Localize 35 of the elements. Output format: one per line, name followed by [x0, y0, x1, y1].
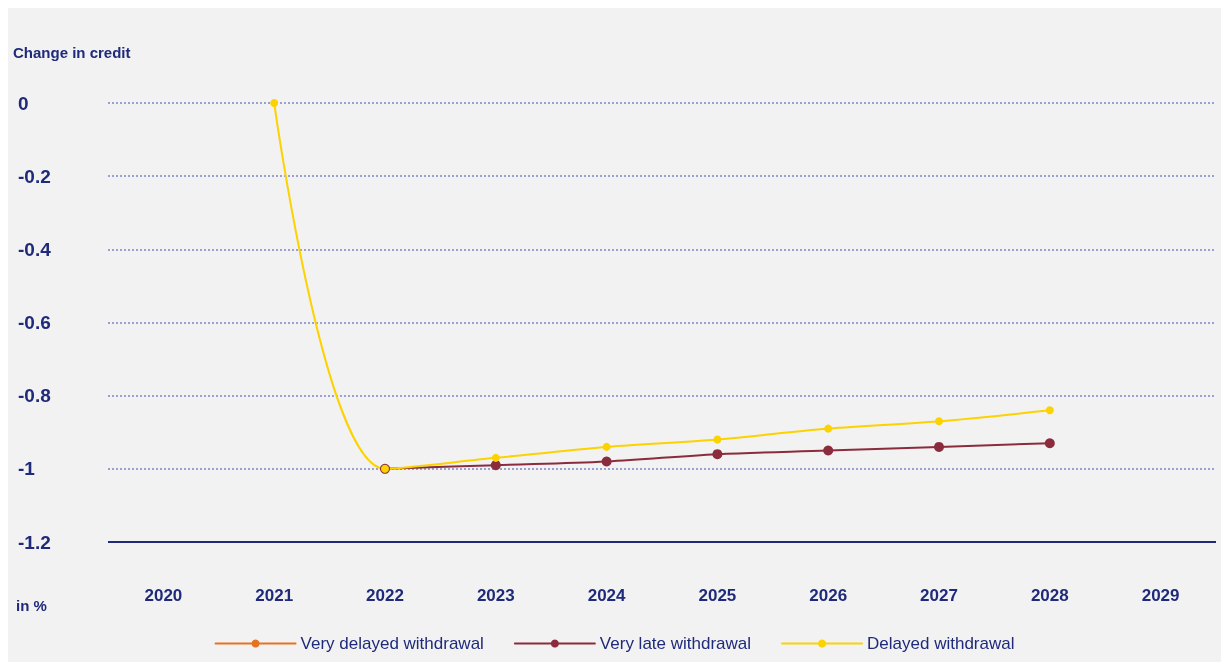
point — [601, 456, 612, 467]
point — [602, 442, 611, 451]
point — [713, 435, 722, 444]
legend-label: Delayed withdrawal — [867, 634, 1015, 653]
y-tick-label: -1.2 — [18, 531, 51, 553]
x-tick-label: 2020 — [144, 586, 183, 605]
y-tick-label: -0.8 — [18, 385, 51, 407]
point — [935, 417, 943, 426]
point — [270, 99, 279, 107]
y-tick-label: -0.6 — [18, 312, 51, 333]
legend-label: Very late withdrawal — [599, 634, 752, 653]
x-tick-label: 2029 — [1141, 586, 1180, 605]
point — [823, 445, 834, 456]
x-tick-label: 2027 — [920, 586, 958, 605]
y-tick-label: 0 — [18, 92, 29, 114]
y-tick-label: -0.4 — [18, 238, 52, 260]
x-tick-label: 2022 — [366, 586, 404, 605]
point — [1044, 438, 1055, 449]
point — [934, 441, 944, 452]
x-tick-label: 2024 — [587, 586, 627, 605]
x-tick-label: 2021 — [255, 586, 294, 605]
point — [824, 424, 833, 433]
point — [491, 453, 500, 462]
x-tick-label: 2026 — [809, 586, 848, 605]
y-tick-label: -0.2 — [18, 165, 51, 187]
y-axis-title: Change in credit — [13, 44, 131, 61]
y-tick-label: -1 — [18, 458, 36, 480]
x-tick-label: 2025 — [698, 586, 737, 605]
point — [712, 449, 723, 460]
x-tick-label: 2028 — [1030, 586, 1069, 605]
point — [1045, 406, 1054, 415]
text: in % — [16, 597, 47, 614]
point — [490, 460, 501, 471]
legend-label: Very delayed withdrawal — [300, 634, 484, 653]
x-tick-label: 2023 — [476, 586, 515, 605]
